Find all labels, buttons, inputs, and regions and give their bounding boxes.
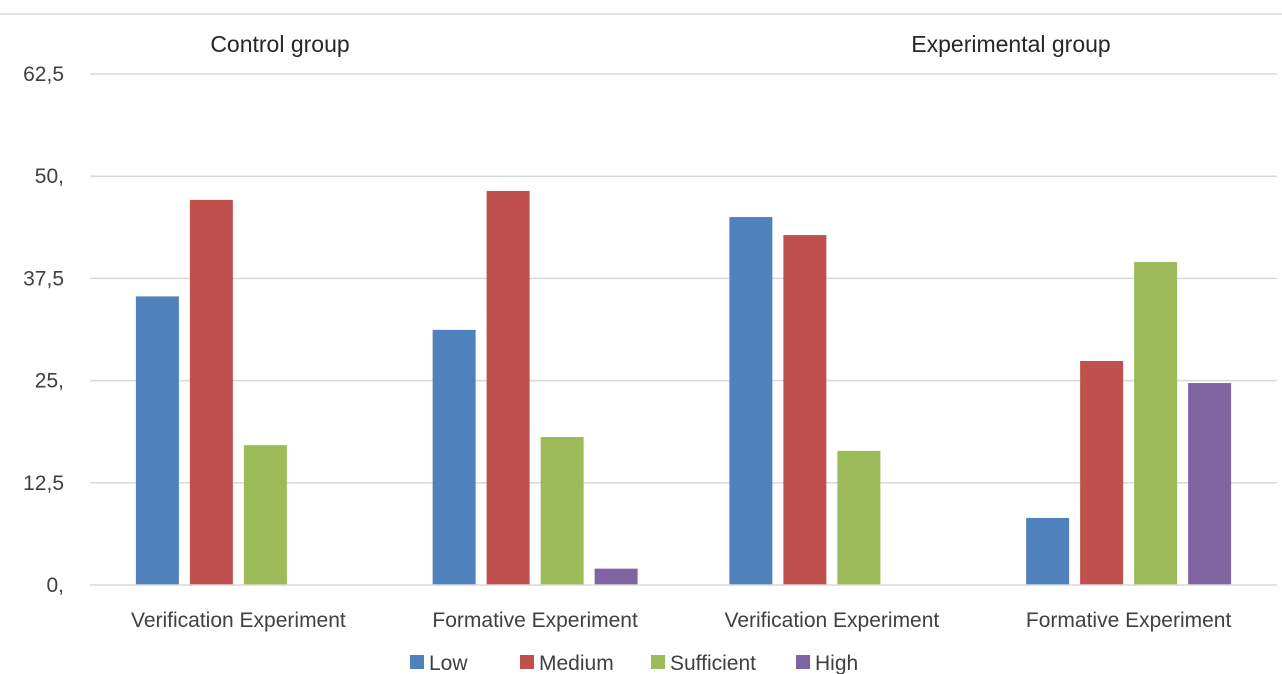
- y-tick-label: 12,5: [23, 472, 64, 495]
- y-axis-tick-labels: 0, 12,5 25, 37,5 50, 62,5: [23, 63, 64, 597]
- legend-swatch-medium: [520, 655, 534, 669]
- bar-high: [594, 568, 638, 585]
- legend-label-sufficient: Sufficient: [670, 652, 756, 674]
- group-label: Experimental group: [911, 31, 1110, 57]
- bar-low: [729, 217, 773, 585]
- legend-label-medium: Medium: [539, 652, 614, 674]
- x-category-label: Formative Experiment: [432, 609, 638, 632]
- x-category-label: Verification Experiment: [131, 609, 346, 632]
- legend-label-high: High: [815, 652, 858, 674]
- legend-label-low: Low: [429, 652, 468, 674]
- bar-sufficient: [540, 437, 584, 585]
- y-tick-label: 25,: [35, 370, 64, 393]
- legend-swatch-sufficient: [651, 655, 665, 669]
- legend-swatch-high: [796, 655, 810, 669]
- x-axis-category-labels: Verification Experiment Formative Experim…: [131, 609, 1231, 632]
- bars: [135, 190, 1232, 585]
- bar-low: [1026, 517, 1070, 585]
- gridlines: [0, 13, 1282, 484]
- bar-sufficient: [243, 445, 287, 585]
- bar-medium: [783, 235, 827, 585]
- group-labels: Control group Experimental group: [210, 31, 1110, 57]
- bar-medium: [189, 199, 233, 585]
- group-label: Control group: [210, 31, 349, 57]
- bar-sufficient: [837, 450, 881, 585]
- y-tick-label: 62,5: [23, 63, 64, 86]
- bar-low: [135, 296, 179, 585]
- legend: Low Medium Sufficient High: [410, 652, 858, 674]
- legend-swatch-low: [410, 655, 424, 669]
- bar-high: [1188, 383, 1232, 585]
- y-tick-label: 50,: [35, 165, 64, 188]
- bar-sufficient: [1134, 262, 1178, 585]
- y-tick-label: 0,: [46, 574, 64, 597]
- x-category-label: Verification Experiment: [724, 609, 939, 632]
- bar-low: [432, 329, 476, 585]
- y-tick-label: 37,5: [23, 267, 64, 290]
- bar-medium: [486, 190, 530, 585]
- x-category-label: Formative Experiment: [1026, 609, 1232, 632]
- bar-medium: [1080, 360, 1124, 585]
